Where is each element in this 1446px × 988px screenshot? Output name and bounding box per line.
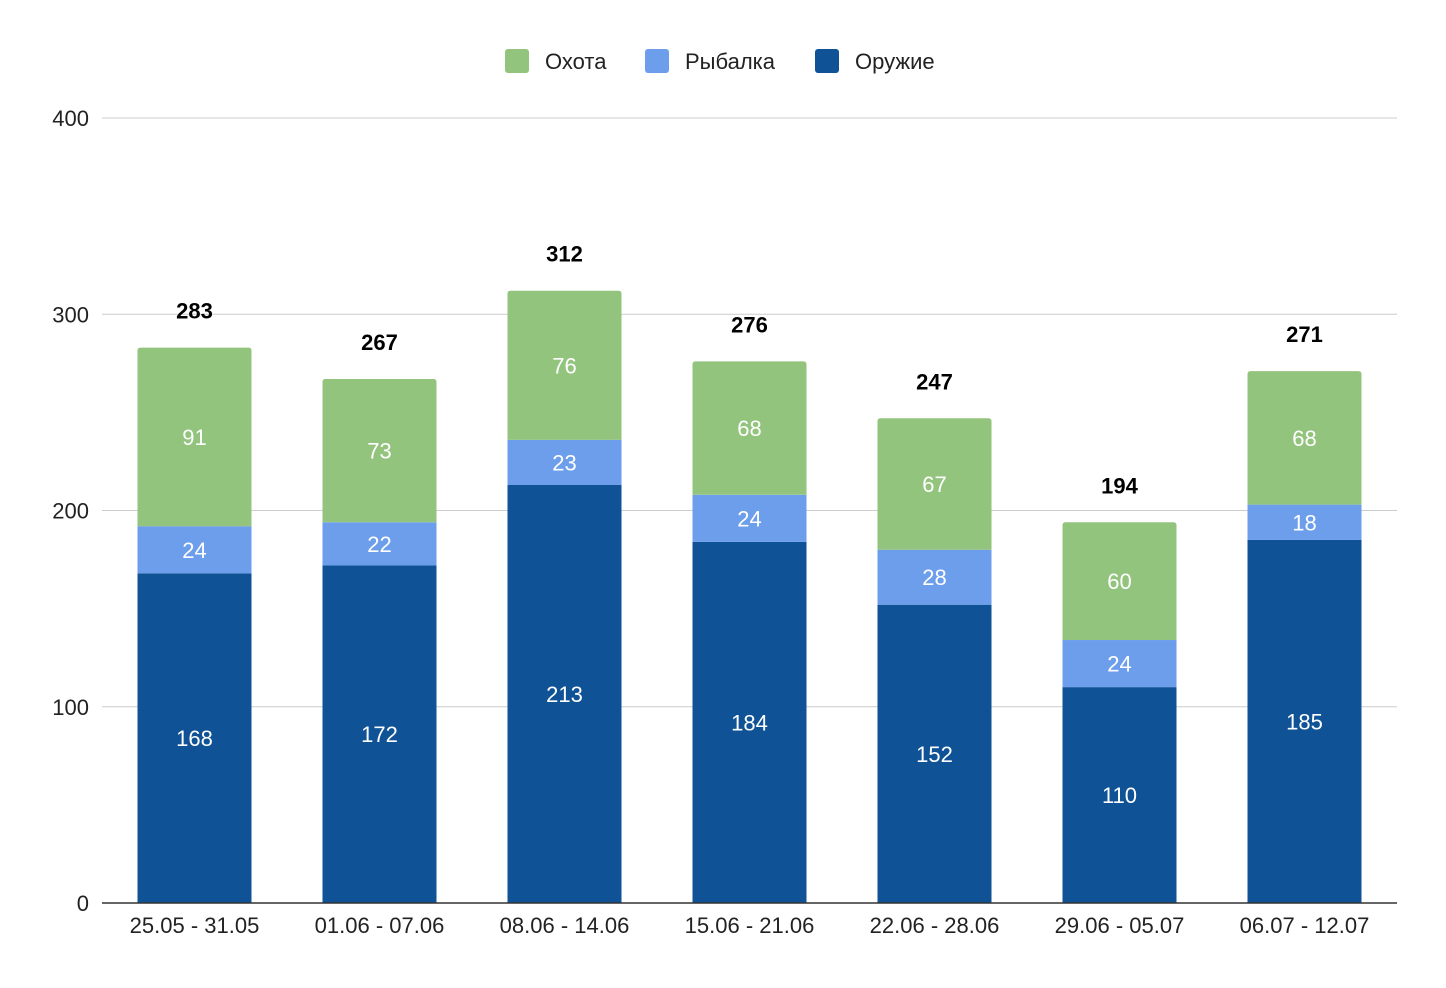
bar-total-label: 312 xyxy=(546,242,583,267)
segment-value-label: 110 xyxy=(1102,783,1137,808)
segment-value-label: 168 xyxy=(176,726,213,751)
bar-segment-Рыбалка xyxy=(877,549,992,605)
legend-swatch-Рыбалка xyxy=(645,49,669,73)
segment-value-label: 28 xyxy=(922,565,946,590)
y-tick-label: 200 xyxy=(52,499,89,524)
segment-value-label: 76 xyxy=(552,353,576,378)
segment-value-label: 184 xyxy=(731,710,768,735)
x-tick-label: 29.06 - 05.07 xyxy=(1055,913,1185,938)
x-tick-label: 22.06 - 28.06 xyxy=(870,913,1000,938)
bar-total-label: 194 xyxy=(1101,473,1138,498)
x-tick-label: 01.06 - 07.06 xyxy=(315,913,445,938)
bar-segment-Охота xyxy=(692,361,807,495)
legend-swatch-Охота xyxy=(505,49,529,73)
bar-total-label: 267 xyxy=(361,330,398,355)
bar-segment-Рыбалка xyxy=(1247,504,1362,540)
x-tick-label: 25.05 - 31.05 xyxy=(130,913,260,938)
bar-total-label: 276 xyxy=(731,312,768,337)
legend-label: Охота xyxy=(545,49,607,74)
bars xyxy=(137,290,1362,903)
x-tick-label: 06.07 - 12.07 xyxy=(1240,913,1370,938)
y-tick-label: 300 xyxy=(52,302,89,327)
legend-label: Рыбалка xyxy=(685,49,776,74)
segment-value-label: 68 xyxy=(1292,426,1316,451)
axes: 0 100 200 300 400 25.05 - 31.05 01.06 - 07.06 0… xyxy=(52,106,1397,938)
segment-value-label: 152 xyxy=(916,742,953,767)
segment-value-label: 68 xyxy=(737,416,761,441)
segment-value-label: 23 xyxy=(552,450,576,475)
segment-value-label: 185 xyxy=(1286,709,1323,734)
bar-segment-Охота xyxy=(322,379,437,523)
bar-segment-Охота xyxy=(1062,522,1177,641)
bar-segment-Охота xyxy=(137,347,252,527)
bar-total-label: 283 xyxy=(176,299,213,324)
bar-segment-Охота xyxy=(877,418,992,550)
y-tick-label: 100 xyxy=(52,695,89,720)
bar-segment-Оружие xyxy=(692,541,807,903)
bar-segment-Оружие xyxy=(507,484,622,903)
y-tick-label: 0 xyxy=(77,891,89,916)
bar-segment-Оружие xyxy=(1247,539,1362,903)
x-tick-label: 15.06 - 21.06 xyxy=(685,913,815,938)
segment-value-label: 24 xyxy=(1107,652,1131,677)
bar-segment-Рыбалка xyxy=(322,522,437,566)
bar-total-label: 247 xyxy=(916,369,953,394)
legend-label: Оружие xyxy=(855,49,935,74)
bar-segment-Охота xyxy=(507,290,622,440)
segment-value-label: 67 xyxy=(922,472,946,497)
bar-segment-Рыбалка xyxy=(507,439,622,485)
segment-value-label: 213 xyxy=(546,682,583,707)
bar-segment-Охота xyxy=(1247,371,1362,505)
segment-value-label: 60 xyxy=(1107,569,1131,594)
bar-segment-Рыбалка xyxy=(137,526,252,574)
bar-segment-Оружие xyxy=(137,573,252,903)
segment-value-label: 24 xyxy=(182,538,206,563)
y-tick-label: 400 xyxy=(52,106,89,131)
segment-value-label: 18 xyxy=(1292,510,1316,535)
legend-swatch-Оружие xyxy=(815,49,839,73)
x-tick-label: 08.06 - 14.06 xyxy=(500,913,630,938)
segment-value-label: 172 xyxy=(361,722,398,747)
bar-segment-Рыбалка xyxy=(1062,640,1177,688)
data-labels: 168 24 91 283 172 22 73 267 213 23 76 312 184 24 68 276… xyxy=(176,242,1323,808)
segment-value-label: 91 xyxy=(182,425,206,450)
segment-value-label: 22 xyxy=(367,532,391,557)
legend: Охота Рыбалка Оружие xyxy=(505,49,935,74)
bar-segment-Оружие xyxy=(322,565,437,903)
bar-total-label: 271 xyxy=(1286,322,1323,347)
segment-value-label: 24 xyxy=(737,506,761,531)
bar-segment-Рыбалка xyxy=(692,494,807,542)
bar-segment-Оружие xyxy=(877,604,992,903)
segment-value-label: 73 xyxy=(367,439,391,464)
bar-segment-Оружие xyxy=(1062,687,1177,903)
